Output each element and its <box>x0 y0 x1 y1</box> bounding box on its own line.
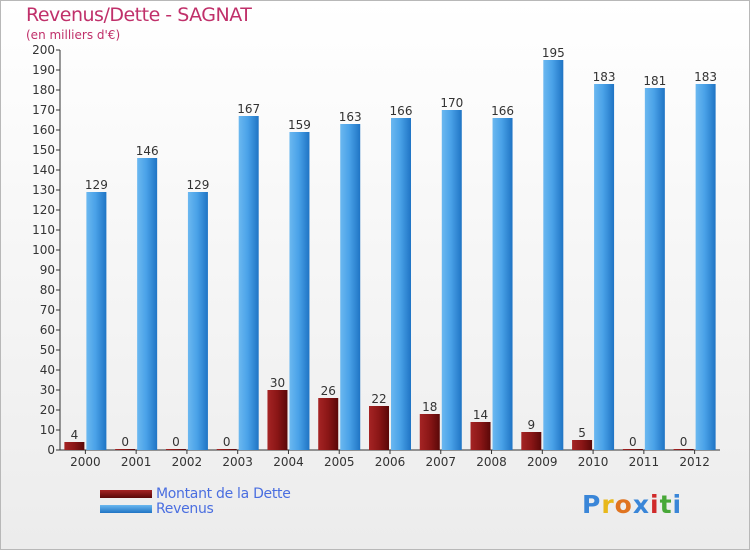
y-tick-label: 180 <box>32 83 55 97</box>
y-tick-label: 90 <box>40 263 55 277</box>
data-label-dette: 0 <box>121 435 129 449</box>
y-tick-label: 110 <box>32 223 55 237</box>
legend-label-dette: Montant de la Dette <box>156 486 291 502</box>
y-tick-label: 80 <box>40 283 55 297</box>
data-label-revenus: 166 <box>390 104 413 118</box>
data-label-dette: 0 <box>223 435 231 449</box>
y-tick-label: 150 <box>32 143 55 157</box>
data-label-dette: 0 <box>172 435 180 449</box>
axes: 0102030405060708090100110120130140150160… <box>32 43 720 469</box>
bar-revenus <box>391 118 411 450</box>
bar-dette <box>165 449 186 450</box>
data-label-revenus: 129 <box>85 178 108 192</box>
chart-subtitle: (en milliers d'€) <box>26 28 121 42</box>
chart-title: Revenus/Dette - SAGNAT <box>26 4 252 26</box>
bar-dette <box>267 390 288 450</box>
y-tick-label: 130 <box>32 183 55 197</box>
x-tick-label: 2012 <box>679 455 710 469</box>
x-tick-label: 2001 <box>121 455 152 469</box>
data-label-revenus: 163 <box>339 110 362 124</box>
y-tick-label: 70 <box>40 303 55 317</box>
data-labels: 4 129 0 146 0 129 0 167 30 159 26 163 22 166 18 170 14 16… <box>71 46 718 449</box>
y-tick-label: 120 <box>32 203 55 217</box>
x-tick-label: 2002 <box>172 455 203 469</box>
bar-revenus <box>187 192 208 450</box>
data-label-dette: 4 <box>71 428 79 442</box>
bar-revenus <box>594 84 615 450</box>
bar-dette <box>64 442 85 450</box>
x-tick-label: 2003 <box>222 455 253 469</box>
data-label-dette: 22 <box>371 392 386 406</box>
bar-revenus <box>340 124 361 450</box>
bar-revenus <box>543 60 564 450</box>
bar-dette <box>622 449 643 450</box>
x-tick-label: 2005 <box>324 455 355 469</box>
data-label-revenus: 183 <box>593 70 616 84</box>
bar-revenus <box>289 132 310 450</box>
data-label-dette: 14 <box>473 408 488 422</box>
bars <box>64 60 716 450</box>
bar-revenus <box>695 84 716 450</box>
y-tick-label: 10 <box>40 423 55 437</box>
data-label-dette: 26 <box>321 384 336 398</box>
x-tick-label: 2011 <box>629 455 660 469</box>
legend-label-revenus: Revenus <box>156 501 214 517</box>
bar-revenus <box>644 88 665 450</box>
y-tick-label: 30 <box>40 383 55 397</box>
data-label-revenus: 195 <box>542 46 565 60</box>
bar-dette <box>521 432 542 450</box>
bar-revenus <box>238 116 259 450</box>
x-tick-label: 2000 <box>70 455 101 469</box>
bar-revenus <box>137 158 158 450</box>
data-label-revenus: 183 <box>694 70 717 84</box>
data-label-dette: 0 <box>629 435 637 449</box>
y-tick-label: 140 <box>32 163 55 177</box>
x-tick-label: 2009 <box>527 455 558 469</box>
y-tick-label: 20 <box>40 403 55 417</box>
bar-dette <box>419 414 440 450</box>
data-label-dette: 9 <box>527 418 535 432</box>
data-label-dette: 5 <box>578 426 586 440</box>
bar-dette <box>673 449 694 450</box>
bar-dette <box>369 406 389 450</box>
data-label-revenus: 146 <box>136 144 159 158</box>
data-label-dette: 18 <box>422 400 437 414</box>
bar-dette <box>115 449 136 450</box>
legend-swatch-revenus <box>100 505 152 513</box>
data-label-dette: 0 <box>680 435 688 449</box>
bar-dette <box>318 398 339 450</box>
y-tick-label: 170 <box>32 103 55 117</box>
data-label-dette: 30 <box>270 376 285 390</box>
data-label-revenus: 167 <box>237 102 260 116</box>
bar-dette <box>572 440 593 450</box>
legend-swatch-dette <box>100 490 152 498</box>
data-label-revenus: 170 <box>440 96 463 110</box>
bar-dette <box>470 422 491 450</box>
data-label-revenus: 159 <box>288 118 311 132</box>
x-tick-label: 2004 <box>273 455 304 469</box>
proxiti-logo: Proxiti <box>582 490 683 519</box>
y-tick-label: 60 <box>40 323 55 337</box>
y-tick-label: 50 <box>40 343 55 357</box>
y-tick-label: 190 <box>32 63 55 77</box>
bar-dette <box>216 449 237 450</box>
y-tick-label: 100 <box>32 243 55 257</box>
bar-revenus <box>86 192 107 450</box>
data-label-revenus: 181 <box>643 74 666 88</box>
y-tick-label: 160 <box>32 123 55 137</box>
data-label-revenus: 166 <box>491 104 514 118</box>
bar-revenus <box>441 110 462 450</box>
x-tick-label: 2007 <box>425 455 456 469</box>
y-tick-label: 200 <box>32 43 55 57</box>
y-tick-label: 40 <box>40 363 55 377</box>
x-tick-label: 2008 <box>476 455 507 469</box>
data-label-revenus: 129 <box>186 178 209 192</box>
y-tick-label: 0 <box>47 443 55 457</box>
bar-revenus <box>492 118 513 450</box>
x-tick-label: 2006 <box>375 455 406 469</box>
x-tick-label: 2010 <box>578 455 609 469</box>
